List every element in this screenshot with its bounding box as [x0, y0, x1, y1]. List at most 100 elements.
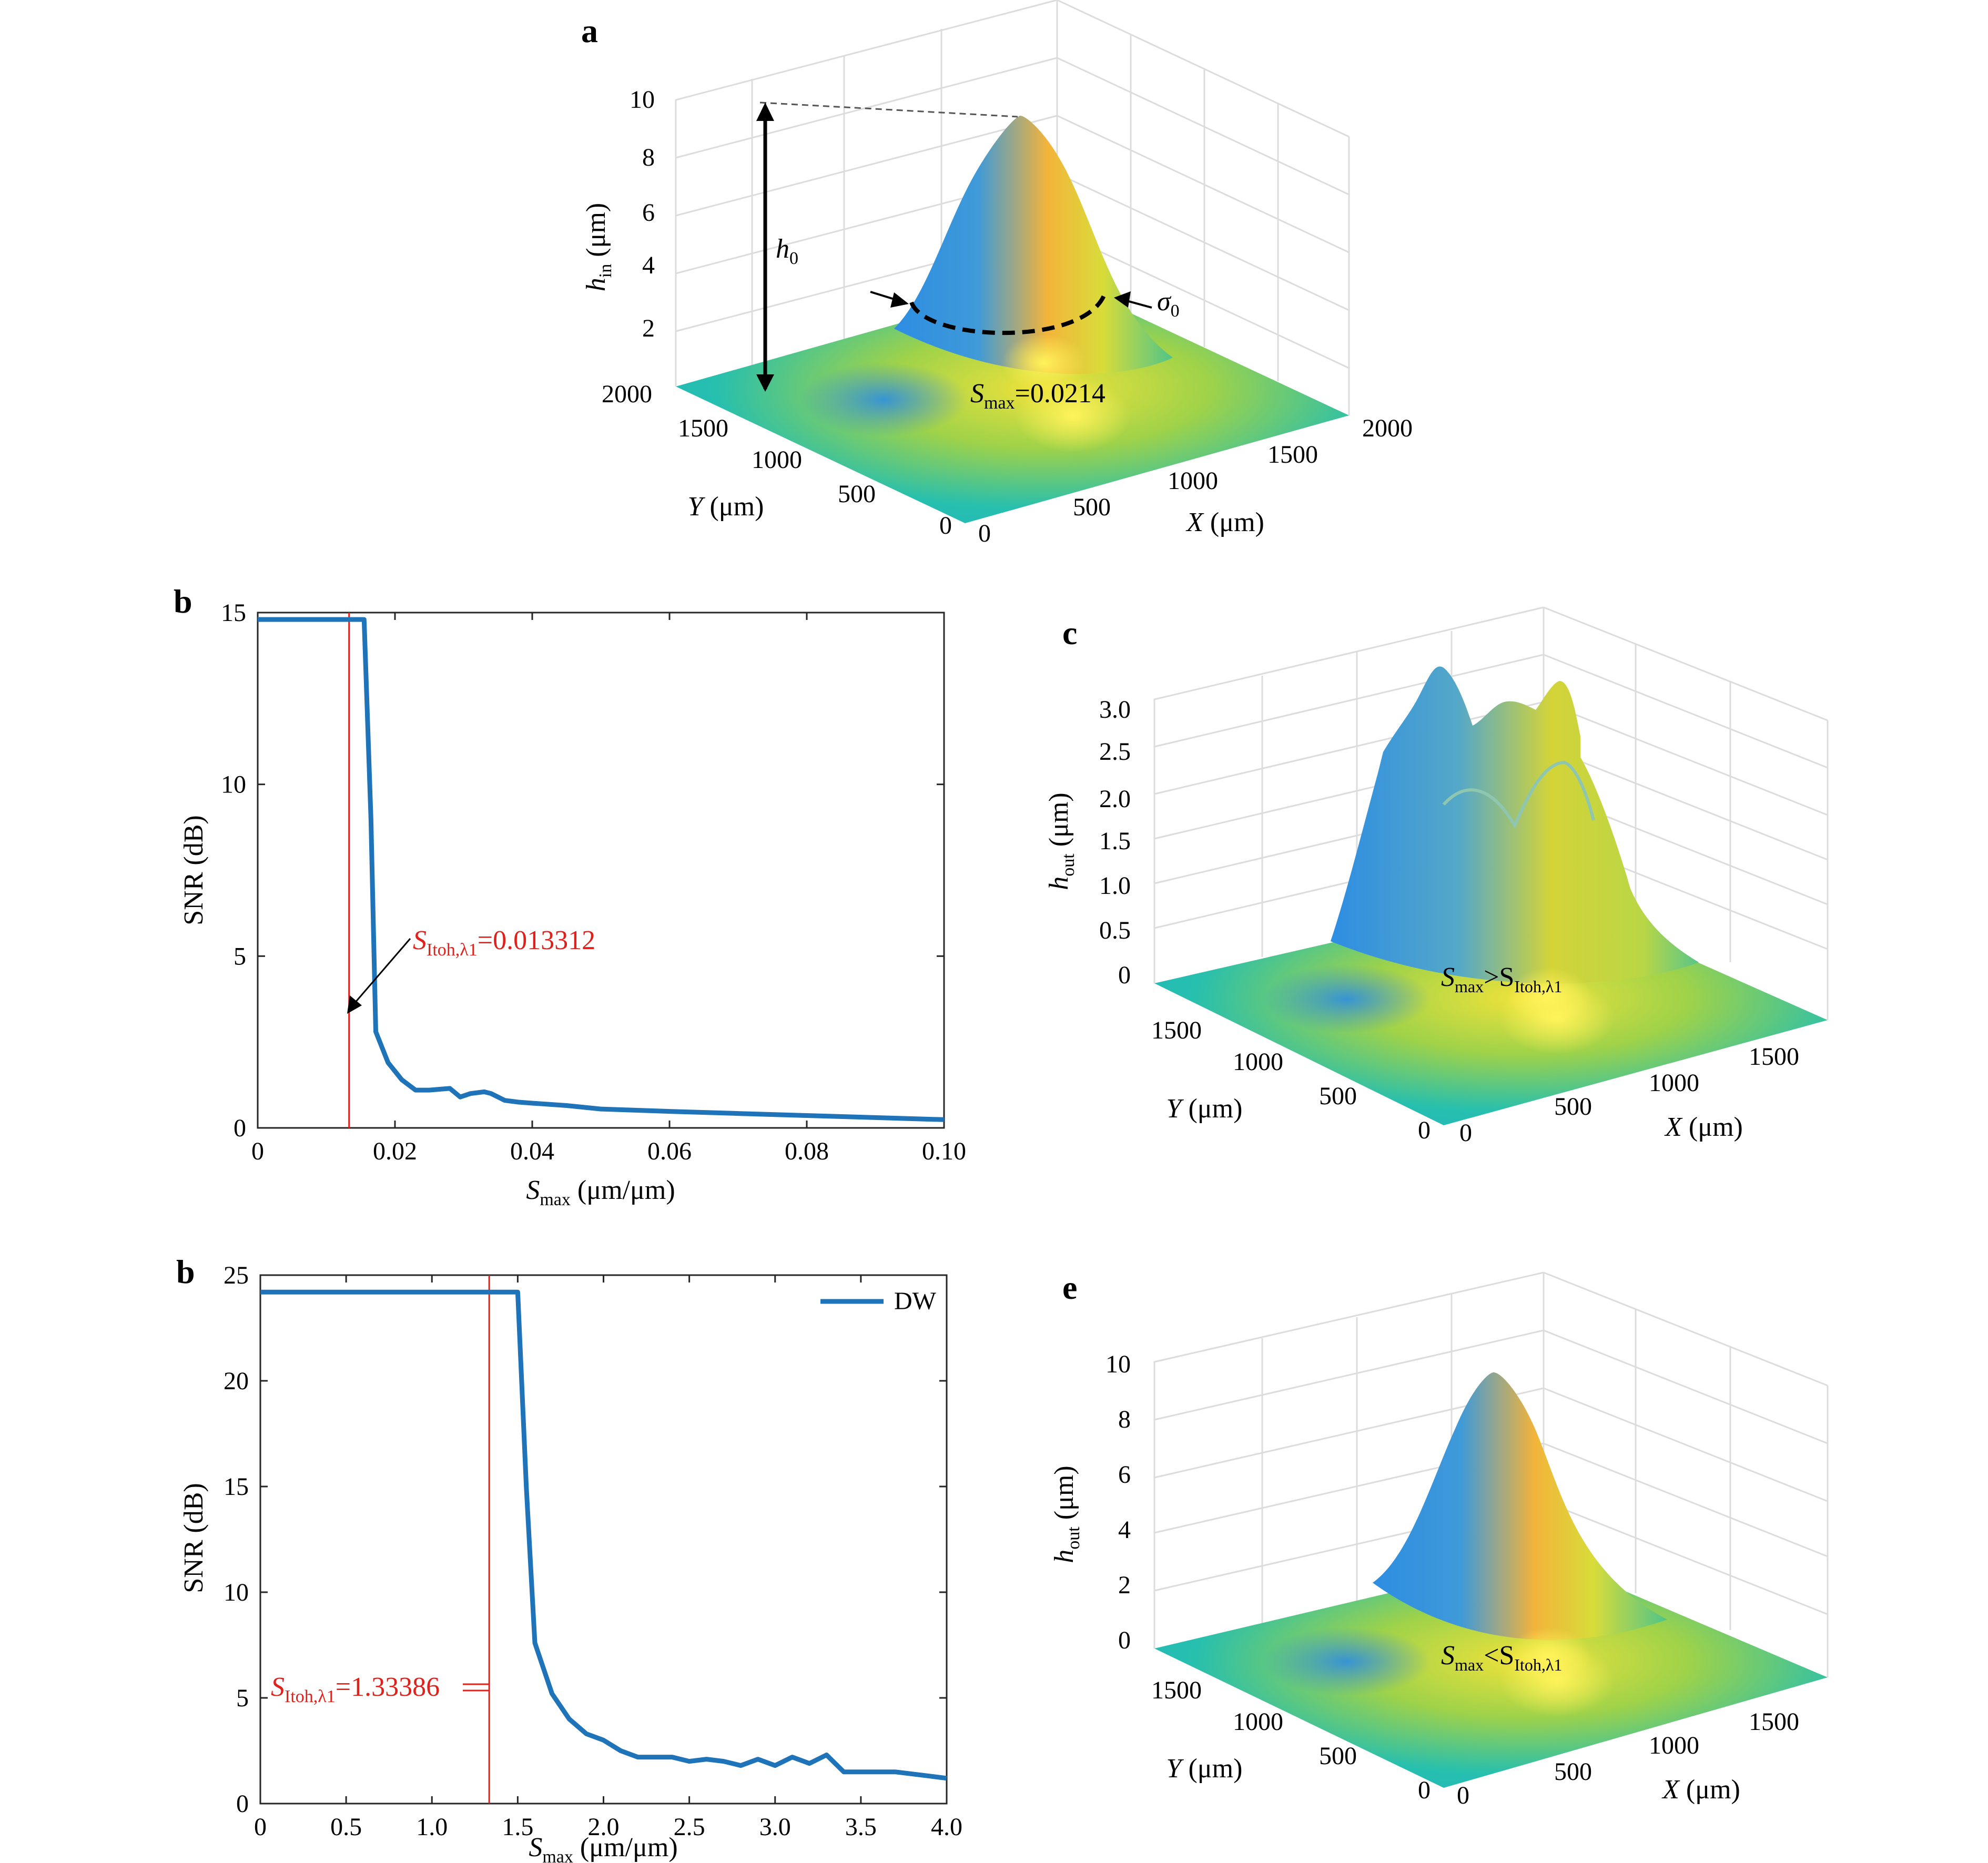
panel-a: a	[581, 0, 1413, 547]
panel-c-y-axis: 1500 1000 500 0 Y (μm)	[1151, 1016, 1431, 1144]
panel-c-y-tick: 500	[1319, 1082, 1357, 1110]
panel-e-gaussian-peak	[1373, 1372, 1667, 1640]
panel-b2-legend: DW	[820, 1287, 937, 1315]
b2-x-tick-label: 2.0	[588, 1813, 620, 1841]
panel-e-label: e	[1062, 1269, 1077, 1306]
panel-c: c 3.0 2.5	[1044, 606, 1829, 1147]
panel-e-condition-label: Smax<SItoh,λ1	[1441, 1641, 1562, 1674]
panel-c-z-tick: 3.0	[1099, 696, 1131, 724]
panel-e-x-axis: 0 500 1000 1500 X (μm)	[1457, 1708, 1799, 1809]
panel-e-z-tick: 0	[1118, 1626, 1131, 1654]
panel-b1-ticks: 0 0.02 0.04 0.06 0.08 0.10 0 5 10 15	[221, 599, 966, 1165]
panel-b2-label: b	[176, 1253, 195, 1290]
panel-a-smax-label: Smax=0.0214	[970, 379, 1105, 413]
panel-b2: b 0 0.5 1.0 1.5 2.0 2.5 3.0 3.5 4.0 0 5 10 15 20 25 DW…	[176, 1253, 962, 1863]
panel-a-peak-glow	[1002, 334, 1086, 392]
panel-a-y-tick: 500	[838, 480, 876, 508]
panel-c-z-tick: 1.0	[1099, 872, 1131, 900]
panel-b1: b 0 0.02 0.04 0.06 0.08 0.10 0 5 10 15 SItoh,λ1=0…	[174, 583, 966, 1209]
panel-a-sigma-label: σ0	[1157, 287, 1180, 321]
b1-x-tick-label: 0.02	[373, 1137, 417, 1165]
panel-e-x-label: X (μm)	[1661, 1775, 1740, 1805]
panel-a-z-axis: 10 8 6 4 2 hin (μm)	[581, 86, 676, 386]
b2-y-tick-label: 25	[224, 1261, 249, 1289]
panel-b2-threshold-label: SItoh,λ1=1.33386	[271, 1672, 440, 1706]
b2-y-tick-label: 5	[236, 1684, 249, 1712]
panel-c-y-tick: 0	[1418, 1116, 1431, 1144]
panel-c-condition-label: Smax>SItoh,λ1	[1441, 962, 1562, 996]
panel-b1-x-label: Smax (μm/μm)	[526, 1175, 675, 1209]
panel-a-x-tick: 2000	[1362, 414, 1413, 442]
panel-e-y-tick: 500	[1319, 1742, 1357, 1770]
b2-x-tick-label: 0.5	[330, 1813, 362, 1841]
panel-e: e 10 8 6 4	[1049, 1269, 1829, 1809]
panel-e-y-axis: 1500 1000 500 0 Y (μm)	[1151, 1676, 1431, 1804]
panel-b2-series-line	[260, 1289, 947, 1781]
panel-c-surface-fold	[1442, 760, 1595, 829]
b2-y-tick-label: 20	[224, 1367, 249, 1395]
panel-a-x-axis: 0 500 1000 1500 2000 X (μm)	[978, 414, 1413, 547]
panel-c-label: c	[1062, 614, 1077, 651]
panel-c-x-label: X (μm)	[1664, 1112, 1743, 1142]
panel-b2-x-label: Smax (μm/μm)	[529, 1833, 677, 1863]
panel-a-annotations: h0 σ0 Smax=0.0214	[756, 101, 1180, 413]
b1-x-tick-label: 0.06	[647, 1137, 692, 1165]
panel-c-z-tick: 0	[1118, 961, 1131, 989]
panel-e-y-tick: 0	[1418, 1776, 1431, 1804]
b2-x-tick-label: 3.0	[759, 1813, 791, 1841]
panel-b1-y-label: SNR (dB)	[179, 815, 209, 925]
panel-c-floor-blue-region	[1262, 965, 1431, 1033]
panel-a-gaussian-peak	[894, 116, 1173, 374]
panel-e-floor	[1154, 1556, 1828, 1788]
panel-c-x-tick: 0	[1459, 1119, 1472, 1147]
panel-b2-y-label: SNR (dB)	[179, 1483, 209, 1593]
panel-b1-threshold-label: SItoh,λ1=0.013312	[413, 925, 595, 960]
panel-e-z-tick: 4	[1118, 1516, 1131, 1544]
b1-x-tick-label: 0.10	[922, 1137, 966, 1165]
panel-e-y-label: Y (μm)	[1167, 1754, 1243, 1784]
panel-e-x-tick: 1000	[1649, 1732, 1699, 1759]
b1-y-tick-label: 5	[234, 942, 246, 970]
b2-x-tick-label: 3.5	[845, 1813, 877, 1841]
panel-c-y-label: Y (μm)	[1167, 1094, 1243, 1124]
panel-e-x-tick: 500	[1554, 1758, 1592, 1786]
panel-a-h0-label: h0	[776, 234, 798, 268]
panel-e-y-tick: 1000	[1233, 1708, 1283, 1736]
panel-b2-axes-box	[259, 1274, 948, 1805]
panel-b2-legend-label: DW	[894, 1287, 937, 1315]
b2-x-tick-label: 4.0	[931, 1813, 962, 1841]
b1-y-tick-label: 15	[221, 599, 246, 627]
panel-e-z-axis: 10 8 6 4 2 0 hout (μm)	[1049, 1350, 1131, 1654]
panel-e-peak-glow	[1507, 1627, 1591, 1685]
b1-y-tick-label: 10	[221, 771, 246, 799]
b1-x-tick-label: 0	[251, 1137, 264, 1165]
b1-x-tick-label: 0.08	[785, 1137, 829, 1165]
panel-a-z-tick: 8	[642, 144, 655, 171]
panel-e-z-tick: 10	[1105, 1350, 1131, 1378]
panel-b1-label: b	[174, 583, 192, 620]
panel-b1-threshold-arrow	[350, 938, 411, 1007]
panel-c-z-axis: 3.0 2.5 2.0 1.5 1.0 0.5 0 hout (μm)	[1044, 696, 1131, 989]
panel-a-x-tick: 1500	[1267, 441, 1318, 469]
panel-c-z-tick: 0.5	[1099, 917, 1131, 944]
panel-a-z-tick: 6	[642, 199, 655, 227]
panel-a-y-tick: 1000	[752, 446, 802, 474]
b2-y-tick-label: 10	[224, 1579, 249, 1606]
b2-y-tick-label: 0	[236, 1790, 249, 1818]
panel-e-x-tick: 0	[1457, 1781, 1469, 1809]
panel-c-x-tick: 1000	[1649, 1069, 1699, 1097]
panel-a-y-axis: 2000 1500 1000 500 0 Y (μm)	[602, 380, 952, 539]
panel-e-y-tick: 1500	[1151, 1676, 1202, 1704]
panel-c-y-tick: 1500	[1151, 1016, 1202, 1044]
panel-a-x-tick: 500	[1073, 493, 1111, 521]
panel-a-sigma-dashed-ellipse	[909, 293, 1107, 335]
panel-a-z-tick: 2	[642, 314, 655, 342]
panel-e-z-tick: 8	[1118, 1406, 1131, 1433]
panel-a-z-tick: 4	[642, 251, 655, 279]
panel-a-x-tick: 1000	[1168, 467, 1218, 495]
b2-x-tick-label: 2.5	[674, 1813, 705, 1841]
panel-a-y-tick: 1500	[678, 414, 728, 442]
panel-a-y-tick: 0	[939, 512, 952, 539]
panel-a-label: a	[581, 12, 598, 49]
panel-a-floor	[676, 279, 1349, 523]
